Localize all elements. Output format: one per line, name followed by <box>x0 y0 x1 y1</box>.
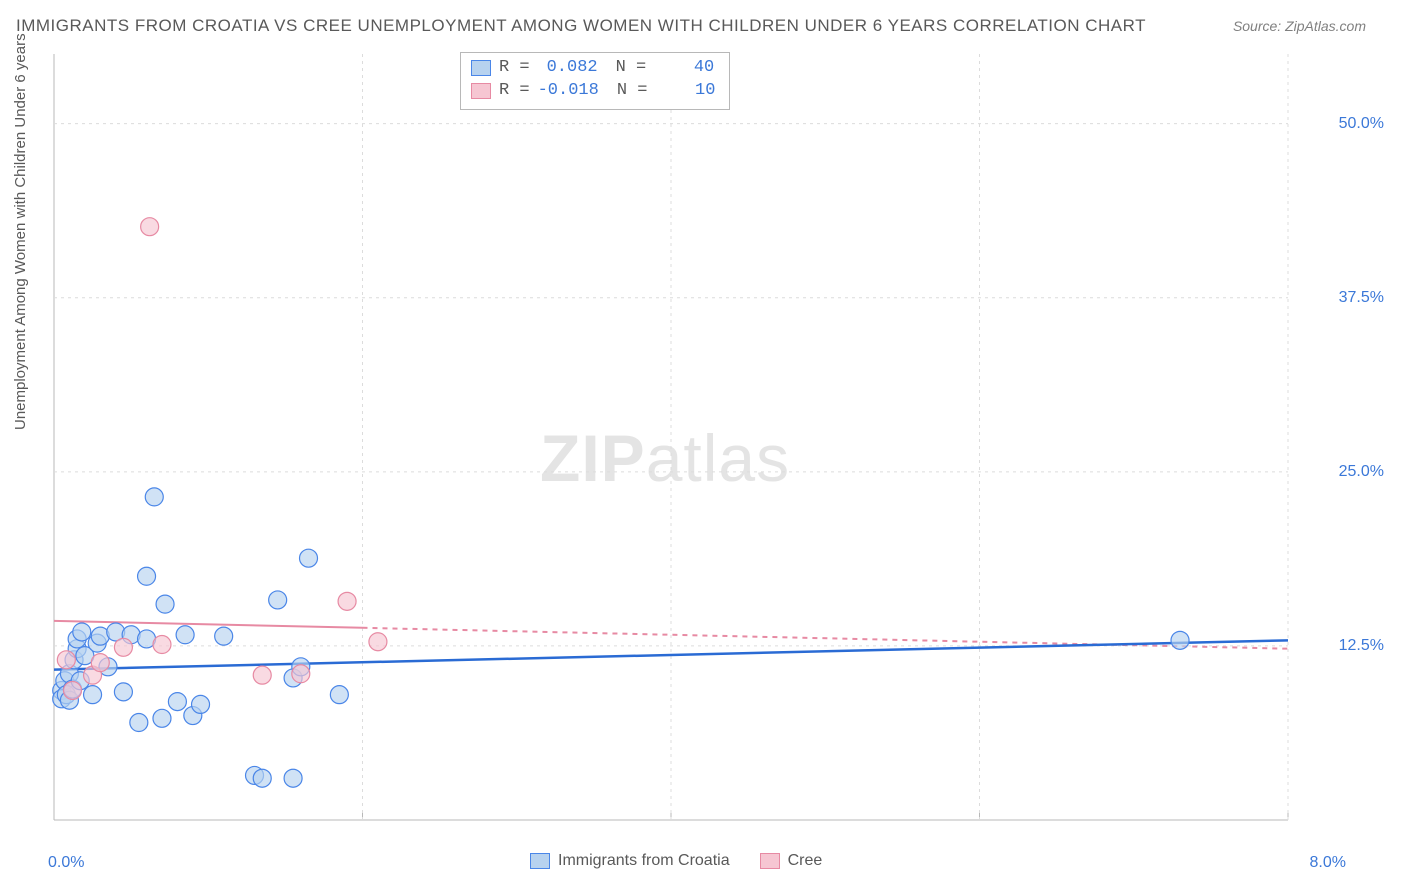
bottom-legend: Immigrants from Croatia Cree <box>530 852 822 870</box>
y-tick-label: 37.5% <box>1339 289 1384 307</box>
scatter-chart <box>48 50 1358 840</box>
y-tick-label: 25.0% <box>1339 463 1384 481</box>
chart-title: IMMIGRANTS FROM CROATIA VS CREE UNEMPLOY… <box>16 16 1146 36</box>
plot-area <box>48 50 1358 840</box>
x-axis-max: 8.0% <box>1310 854 1346 872</box>
y-tick-label: 50.0% <box>1339 115 1384 133</box>
source-label: Source: ZipAtlas.com <box>1233 18 1366 34</box>
x-axis-min: 0.0% <box>48 854 84 872</box>
legend-swatch-1 <box>760 853 780 869</box>
legend-item-1: Cree <box>760 852 823 870</box>
y-axis-label: Unemployment Among Women with Children U… <box>12 33 29 430</box>
legend-label-1: Cree <box>788 852 823 870</box>
stats-row-0: R = 0.082 N = 40 <box>471 57 715 80</box>
legend-swatch-0 <box>530 853 550 869</box>
swatch-0 <box>471 60 491 76</box>
swatch-1 <box>471 83 491 99</box>
legend-item-0: Immigrants from Croatia <box>530 852 730 870</box>
y-tick-label: 12.5% <box>1339 637 1384 655</box>
stats-row-1: R = -0.018 N = 10 <box>471 80 715 103</box>
stats-legend: R = 0.082 N = 40 R = -0.018 N = 10 <box>460 52 730 110</box>
legend-label-0: Immigrants from Croatia <box>558 852 730 870</box>
